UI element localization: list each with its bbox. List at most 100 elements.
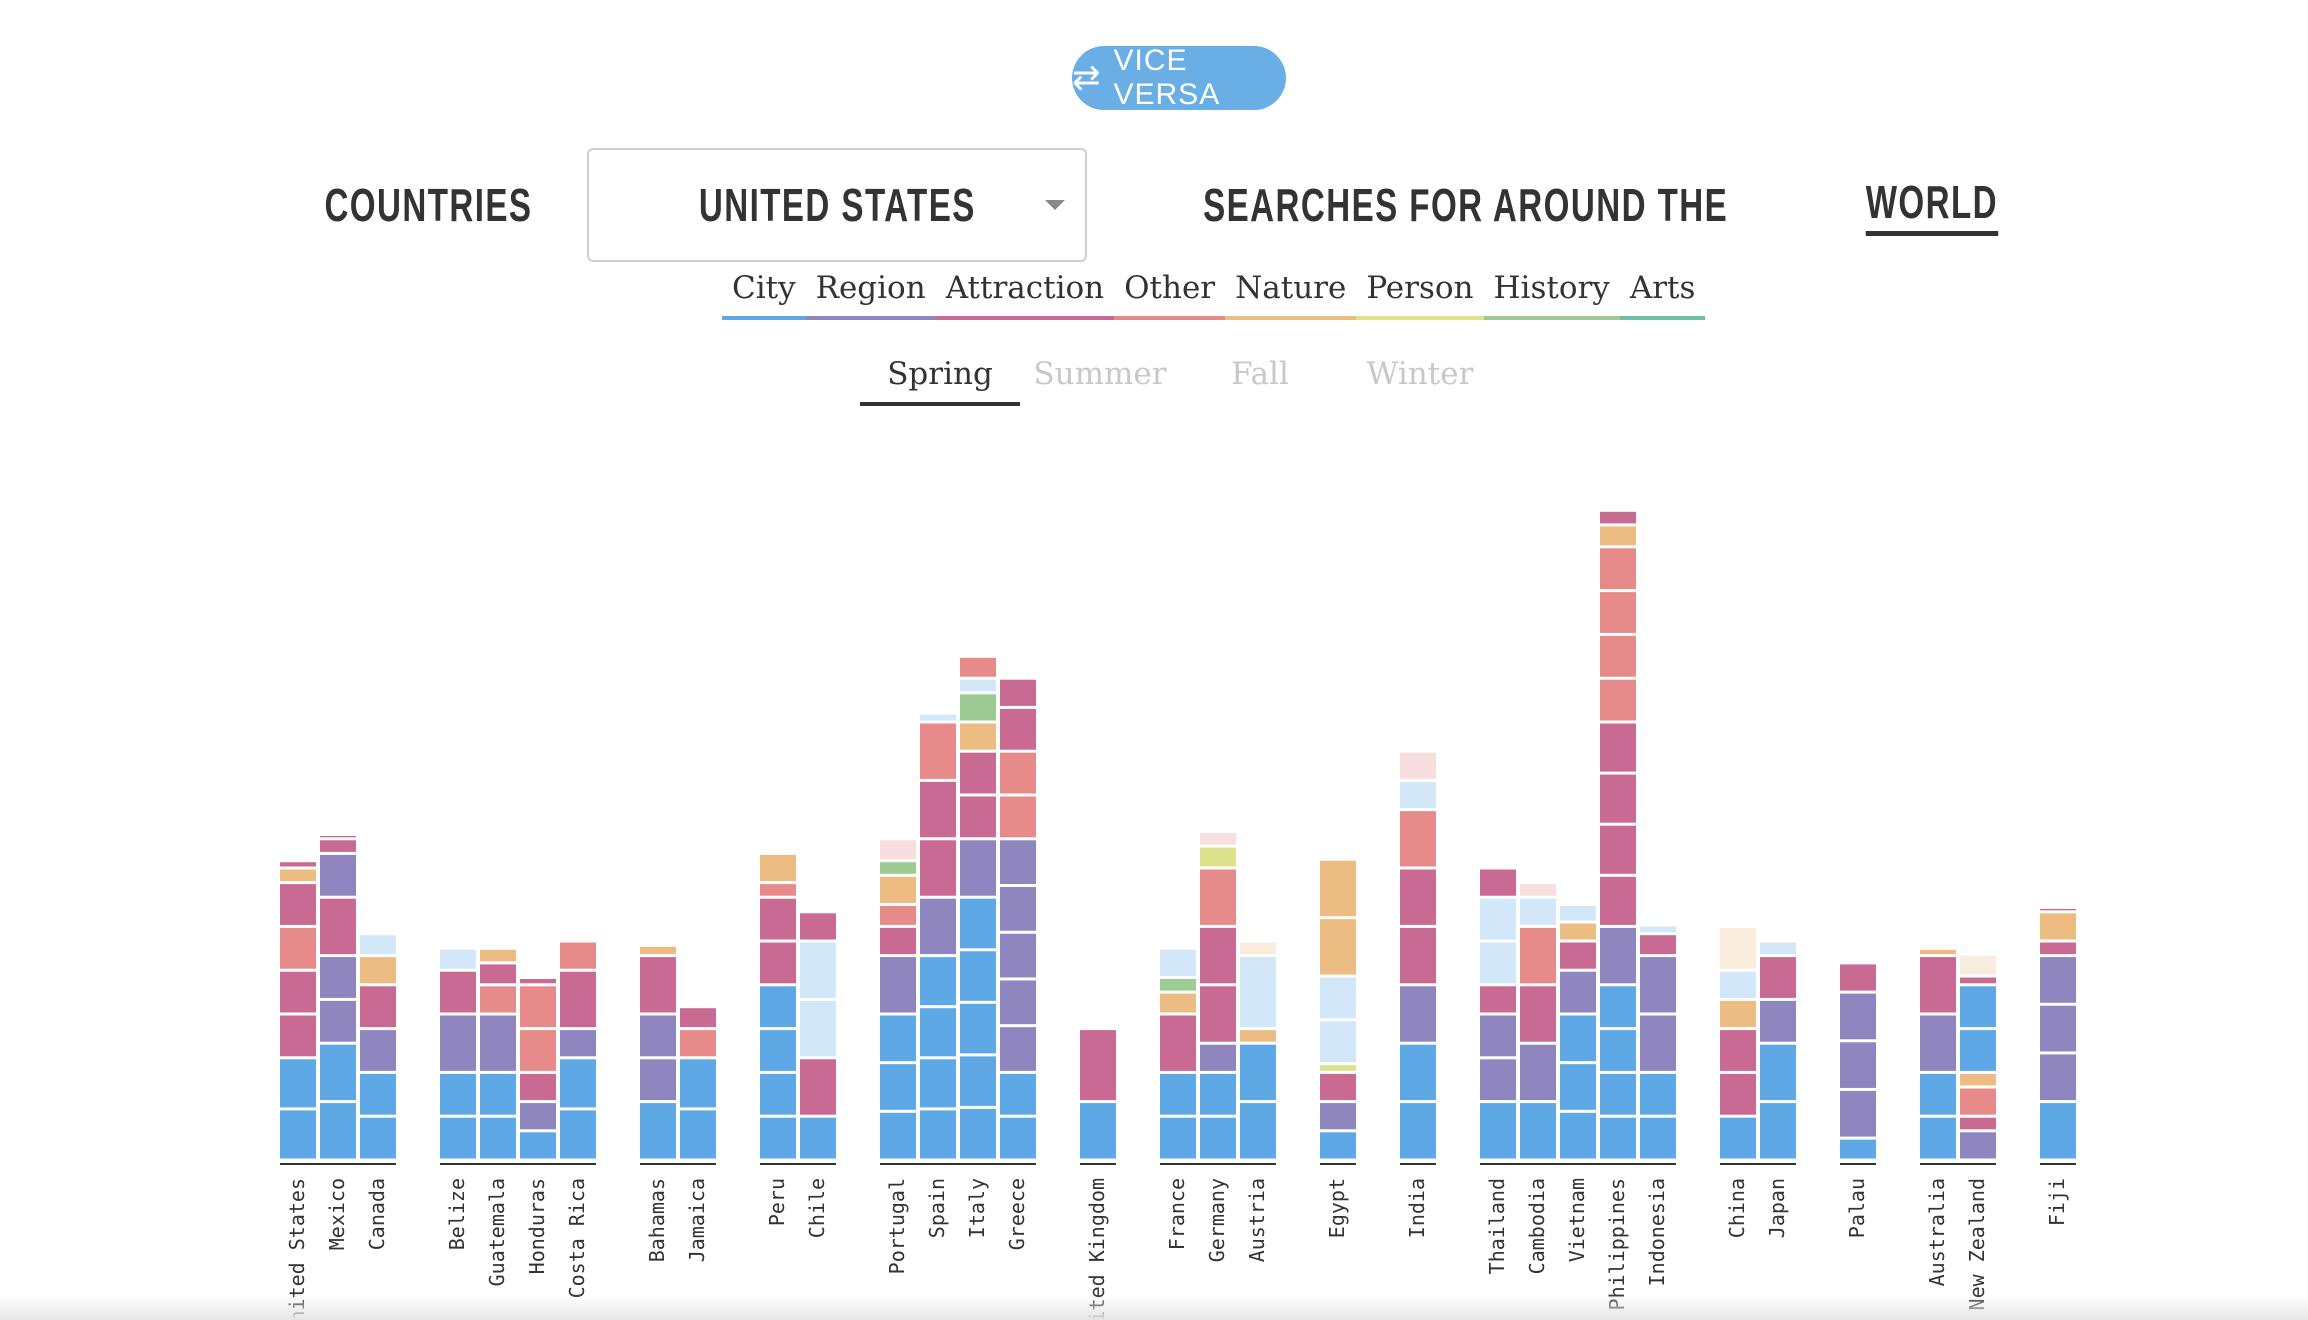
bar-segment-vietnam-city[interactable] [1560, 1064, 1596, 1110]
bar-segment-belize-region[interactable] [440, 1015, 476, 1071]
bar-segment-italy-other[interactable] [960, 657, 996, 677]
country-label-cambodia[interactable]: Cambodia [1525, 1178, 1549, 1274]
country-label-greece[interactable]: Greece [1005, 1178, 1029, 1250]
bar-segment-vietnam-nature[interactable] [1560, 923, 1596, 940]
scope-toggle-world[interactable]: WORLD [1865, 175, 1999, 236]
bar-segment-mexico-city[interactable] [320, 1044, 356, 1101]
bar-segment-austria-city[interactable] [1240, 1044, 1276, 1101]
bar-segment-china-nature[interactable] [1720, 1000, 1756, 1028]
bar-segment-portugal-other[interactable] [880, 906, 916, 925]
bar-segment-spain-attraction[interactable] [920, 781, 956, 838]
bar-segment-thailand-city[interactable] [1480, 942, 1516, 984]
bar-segment-spain-other[interactable] [920, 723, 956, 779]
country-label-fiji[interactable]: Fiji [2045, 1178, 2069, 1226]
bar-segment-portugal-city[interactable] [880, 1112, 916, 1159]
bar-segment-guatemala-region[interactable] [480, 1015, 516, 1071]
bar-segment-palau-city[interactable] [1840, 1139, 1876, 1159]
bar-segment-united-kingdom-city[interactable] [1080, 1103, 1116, 1159]
bar-segment-united-states-city[interactable] [280, 1110, 316, 1159]
bar-segment-costa-rica-region[interactable] [560, 1030, 596, 1057]
bar-segment-portugal-attraction[interactable] [880, 927, 916, 955]
bar-segment-india-other[interactable] [1400, 811, 1436, 867]
bar-segment-new-zealand-nature[interactable] [1960, 955, 1996, 975]
bar-segment-italy-attraction[interactable] [960, 796, 996, 838]
bar-segment-vietnam-city[interactable] [1560, 1112, 1596, 1159]
bar-segment-egypt-city[interactable] [1320, 1132, 1356, 1159]
bar-segment-vietnam-region[interactable] [1560, 971, 1596, 1013]
bar-segment-portugal-city[interactable] [880, 1064, 916, 1110]
bar-segment-germany-attraction[interactable] [1200, 927, 1236, 984]
bar-segment-portugal-history[interactable] [880, 862, 916, 874]
bar-segment-mexico-region[interactable] [320, 1000, 356, 1042]
bar-segment-palau-region[interactable] [1840, 1090, 1876, 1137]
bar-segment-indonesia-attraction[interactable] [1640, 935, 1676, 955]
bar-segment-united-states-attraction[interactable] [280, 862, 316, 867]
bar-segment-austria-city[interactable] [1240, 957, 1276, 1028]
bar-segment-costa-rica-attraction[interactable] [560, 971, 596, 1028]
bar-segment-new-zealand-attraction[interactable] [1960, 977, 1996, 984]
bar-segment-australia-region[interactable] [1920, 1015, 1956, 1071]
bar-segment-cambodia-other[interactable] [1520, 884, 1556, 896]
bar-segment-greece-city[interactable] [1000, 1073, 1036, 1115]
bar-segment-peru-attraction[interactable] [760, 942, 796, 984]
bar-segment-jamaica-attraction[interactable] [680, 1008, 716, 1028]
bar-segment-japan-city[interactable] [1760, 1103, 1796, 1159]
bar-segment-japan-city[interactable] [1760, 1044, 1796, 1101]
category-tab-history[interactable]: History [1483, 266, 1620, 320]
bar-segment-new-zealand-other[interactable] [1960, 1088, 1996, 1115]
category-tab-nature[interactable]: Nature [1225, 266, 1357, 320]
country-label-spain[interactable]: Spain [925, 1178, 949, 1238]
season-tab-fall[interactable]: Fall [1231, 356, 1289, 392]
season-tab-summer[interactable]: Summer [1033, 356, 1167, 392]
country-label-philippines[interactable]: Philippines [1605, 1178, 1629, 1310]
bar-segment-france-city[interactable] [1160, 1073, 1196, 1115]
bar-segment-thailand-city[interactable] [1480, 898, 1516, 940]
bar-segment-greece-attraction[interactable] [1000, 708, 1036, 750]
bar-segment-bahamas-region[interactable] [640, 1059, 676, 1101]
bar-segment-honduras-other[interactable] [520, 1030, 556, 1071]
bar-segment-germany-person[interactable] [1200, 847, 1236, 867]
bar-segment-australia-nature[interactable] [1920, 949, 1956, 955]
bar-segment-united-states-nature[interactable] [280, 869, 316, 882]
country-label-costa-rica[interactable]: Costa Rica [565, 1178, 589, 1298]
bar-segment-cambodia-other[interactable] [1520, 927, 1556, 984]
category-tab-city[interactable]: City [722, 266, 806, 320]
bar-segment-spain-city[interactable] [920, 1110, 956, 1159]
bar-segment-cambodia-attraction[interactable] [1520, 986, 1556, 1042]
bar-segment-mexico-attraction[interactable] [320, 898, 356, 955]
bar-segment-italy-city[interactable] [960, 679, 996, 692]
bar-segment-indonesia-city[interactable] [1640, 1073, 1676, 1115]
bar-segment-cambodia-city[interactable] [1520, 1103, 1556, 1159]
bar-segment-greece-region[interactable] [1000, 933, 1036, 978]
bar-segment-fiji-city[interactable] [2040, 1103, 2076, 1159]
country-label-honduras[interactable]: Honduras [525, 1178, 549, 1274]
bar-segment-india-city[interactable] [1400, 1103, 1436, 1159]
bar-segment-fiji-region[interactable] [2040, 1005, 2076, 1052]
bar-segment-china-nature[interactable] [1720, 927, 1756, 969]
bar-segment-palau-attraction[interactable] [1840, 964, 1876, 991]
bar-segment-new-zealand-region[interactable] [1960, 1132, 1996, 1159]
bar-segment-thailand-attraction[interactable] [1480, 869, 1516, 896]
bar-segment-philippines-nature[interactable] [1600, 526, 1636, 546]
bar-segment-australia-city[interactable] [1920, 1073, 1956, 1115]
bar-segment-japan-region[interactable] [1760, 1000, 1796, 1042]
category-tab-arts[interactable]: Arts [1619, 266, 1706, 320]
bar-segment-belize-city[interactable] [440, 949, 476, 969]
bar-segment-spain-city[interactable] [920, 714, 956, 721]
bar-segment-palau-region[interactable] [1840, 1042, 1876, 1088]
bar-segment-vietnam-city[interactable] [1560, 1015, 1596, 1062]
bar-segment-philippines-other[interactable] [1600, 592, 1636, 633]
bar-segment-italy-attraction[interactable] [960, 752, 996, 794]
category-tab-person[interactable]: Person [1356, 266, 1484, 320]
country-label-australia[interactable]: Australia [1925, 1178, 1949, 1286]
bar-segment-philippines-other[interactable] [1600, 679, 1636, 721]
bar-segment-philippines-attraction[interactable] [1600, 723, 1636, 772]
bar-segment-canada-city[interactable] [360, 935, 396, 955]
bar-segment-united-states-attraction[interactable] [280, 971, 316, 1013]
bar-segment-jamaica-city[interactable] [680, 1110, 716, 1159]
bar-segment-thailand-region[interactable] [1480, 1015, 1516, 1057]
bar-segment-peru-city[interactable] [760, 1073, 796, 1115]
bar-segment-philippines-other[interactable] [1600, 548, 1636, 590]
country-label-egypt[interactable]: Egypt [1325, 1178, 1349, 1238]
bar-segment-guatemala-city[interactable] [480, 1073, 516, 1115]
